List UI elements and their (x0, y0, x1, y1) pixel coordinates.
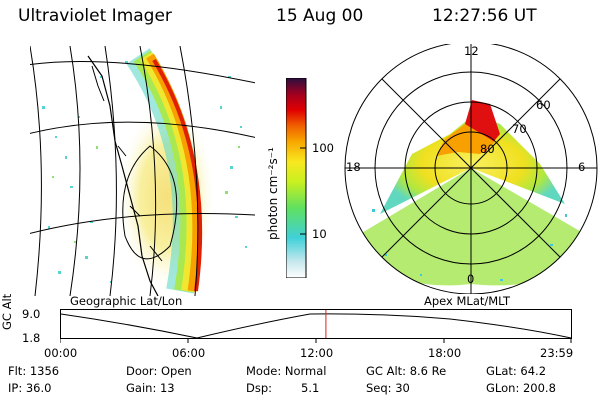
oval-dayside (380, 114, 565, 214)
lat-label-60: 60 (536, 98, 551, 112)
altitude-ytick-bottom: 1.8 (22, 331, 41, 345)
gain-value: Gain: 13 (126, 381, 175, 395)
auroral-arc (152, 58, 203, 292)
polar-grid (344, 44, 598, 294)
altitude-plot (60, 309, 572, 343)
geo-longitude: GLon: 200.8 (486, 381, 556, 395)
geographic-image (30, 46, 255, 296)
sequence-number: Seq: 30 (366, 381, 410, 395)
polar-plot (344, 44, 598, 294)
ip-value: IP: 36.0 (8, 381, 52, 395)
geo-latitude: GLat: 64.2 (486, 364, 547, 378)
mlt-label-18: 18 (346, 160, 361, 174)
colorbar-tick-10: 10 (312, 227, 327, 241)
altitude-ytick-top: 9.0 (22, 307, 41, 321)
lat-lon-grid (30, 46, 255, 296)
colorbar-tick-100: 100 (312, 141, 334, 155)
right-panel-caption: Apex MLat/MLT (424, 294, 511, 308)
altitude-curve (60, 313, 572, 339)
gc-altitude: GC Alt: 8.6 Re (366, 364, 447, 378)
mode-value: Mode: Normal (246, 364, 327, 378)
lat-label-70: 70 (512, 122, 527, 136)
mlt-label-6: 6 (578, 160, 586, 174)
lat-label-80: 80 (480, 142, 495, 156)
noise-speckles (42, 61, 247, 283)
flight-number: Flt: 1356 (8, 364, 60, 378)
dsp-label: Dsp: (246, 381, 273, 395)
instrument-title: Ultraviolet Imager (18, 6, 172, 26)
time-tick: 12:00 (300, 346, 334, 360)
mlt-label-0: 0 (467, 272, 475, 286)
time-tick: 18:00 (428, 346, 462, 360)
altitude-ylabel: GC Alt (0, 293, 14, 330)
dsp-value: 5.1 (301, 381, 320, 395)
left-panel-caption: Geographic Lat/Lon (70, 294, 183, 308)
time-tick: 23:59 (540, 346, 574, 360)
colorbar-unit-label: photon cm⁻²s⁻¹ (266, 147, 280, 240)
date-label: 15 Aug 00 (276, 6, 364, 26)
mlt-label-12: 12 (464, 44, 479, 58)
time-tick: 06:00 (172, 346, 206, 360)
time-label: 12:27:56 UT (432, 6, 537, 26)
colorbar (286, 78, 307, 278)
coastline (87, 55, 159, 296)
time-tick: 00:00 (44, 346, 78, 360)
door-status: Door: Open (126, 364, 192, 378)
